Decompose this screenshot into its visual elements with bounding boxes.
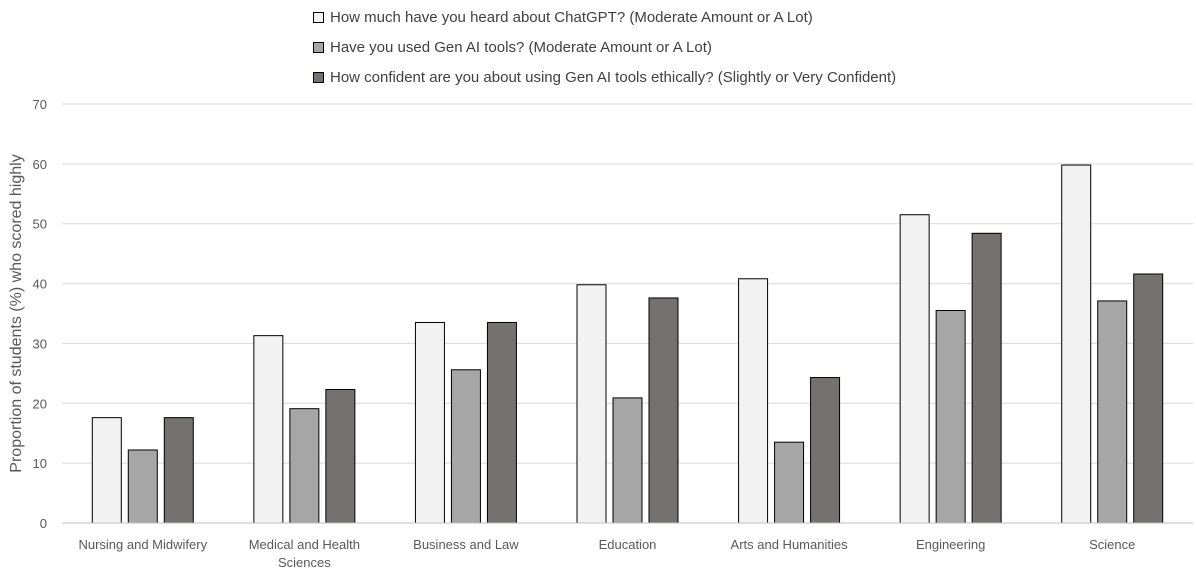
legend-item-used-genai: Have you used Gen AI tools? (Moderate Am…: [313, 32, 896, 62]
bar: [127, 449, 158, 524]
bar: [774, 441, 805, 524]
x-tick-label: Medical and Health Sciences: [249, 537, 360, 570]
bar: [576, 284, 607, 524]
bar: [899, 214, 930, 524]
bar: [253, 335, 284, 524]
x-tick-label: Science: [1089, 537, 1135, 552]
y-tick-label: 30: [33, 336, 47, 351]
bar: [738, 278, 769, 524]
x-tick-label: Arts and Humanities: [731, 537, 849, 552]
bar: [91, 417, 122, 524]
y-axis-label: Proportion of students (%) who scored hi…: [8, 154, 25, 472]
bar: [971, 232, 1002, 524]
bar: [1097, 300, 1128, 524]
legend-item-heard-chatgpt: How much have you heard about ChatGPT? (…: [313, 2, 896, 32]
bar: [1061, 164, 1092, 524]
x-tick-label: Nursing and Midwifery: [78, 537, 207, 552]
legend-label: Have you used Gen AI tools? (Moderate Am…: [330, 38, 712, 56]
y-tick-label: 70: [33, 97, 47, 112]
bar: [450, 369, 481, 524]
y-tick-label: 20: [33, 396, 47, 411]
y-tick-label: 60: [33, 157, 47, 172]
bar: [414, 321, 445, 524]
legend: How much have you heard about ChatGPT? (…: [313, 2, 896, 92]
legend-swatch: [313, 71, 324, 83]
y-tick-label: 10: [33, 456, 47, 471]
bar: [935, 310, 966, 524]
y-tick-label: 50: [33, 217, 47, 232]
bar: [163, 417, 194, 524]
bar: [810, 377, 841, 524]
x-tick-label: Education: [599, 537, 657, 552]
bar: [486, 321, 517, 524]
legend-label: How confident are you about using Gen AI…: [330, 68, 897, 86]
x-tick-label: Engineering: [916, 537, 985, 552]
bar: [1133, 273, 1164, 524]
legend-swatch: [313, 11, 324, 23]
legend-item-confident-ethically: How confident are you about using Gen AI…: [313, 62, 896, 92]
y-tick-label: 0: [40, 516, 47, 531]
legend-swatch: [313, 41, 324, 53]
x-tick-label: Business and Law: [413, 537, 519, 552]
bar: [648, 297, 679, 524]
bar: [289, 408, 320, 524]
y-tick-label: 40: [33, 277, 47, 292]
bar: [612, 397, 643, 524]
bar: [325, 389, 356, 524]
legend-label: How much have you heard about ChatGPT? (…: [330, 8, 813, 26]
